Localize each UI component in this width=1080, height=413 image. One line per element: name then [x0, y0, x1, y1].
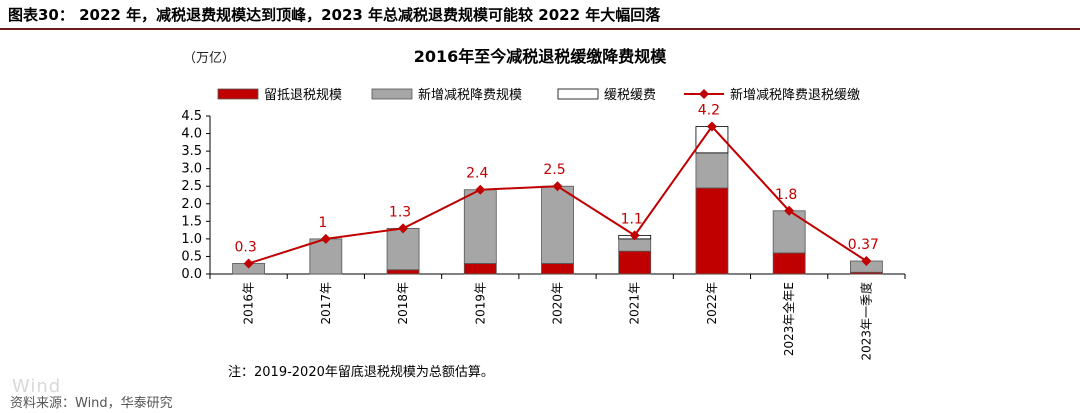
figure-title: 图表30： 2022 年，减税退费规模达到顶峰，2023 年总减税退费规模可能较… — [8, 6, 661, 24]
legend-item: 留抵退税规模 — [217, 88, 342, 103]
bar-segment — [463, 263, 497, 275]
legend-label: 缓税缓费 — [604, 88, 656, 103]
line-marker — [398, 223, 409, 234]
y-tick-label: 4.0 — [181, 127, 202, 142]
x-tick-label: 2017年 — [319, 282, 333, 325]
data-label: 4.2 — [698, 103, 720, 119]
x-tick-label: 2021年 — [628, 282, 642, 325]
data-label: 1.8 — [775, 187, 797, 203]
bars — [232, 126, 883, 275]
x-tick-label: 2019年 — [473, 282, 487, 325]
bar-segment — [386, 269, 420, 275]
y-tick-label: 4.5 — [181, 109, 202, 124]
legend: 留抵退税规模 新增减税降费规模 缓税缓费 新增减税降费退税缓缴 — [217, 87, 860, 103]
legend-label: 新增减税降费规模 — [418, 87, 522, 103]
line-marker — [861, 256, 872, 267]
bar-segment — [386, 227, 420, 271]
source-line: 资料来源：Wind，华泰研究 — [10, 396, 173, 411]
chart-note: 注：2019-2020年留底退税规模为总额估算。 — [228, 365, 494, 380]
y-tick-label: 1.5 — [181, 214, 202, 229]
x-tick-label: 2020年 — [551, 282, 565, 325]
y-tick-label: 0.0 — [181, 267, 202, 282]
legend-label: 新增减税降费退税缓缴 — [730, 87, 860, 103]
legend-marker — [699, 89, 709, 99]
watermark: Wind — [12, 376, 62, 397]
y-tick-label: 2.0 — [181, 197, 202, 212]
bar-segment — [772, 252, 806, 275]
bar-segment — [618, 238, 652, 252]
x-tick-label: 2023年一季度 — [858, 282, 873, 361]
bar-segment — [618, 250, 652, 275]
legend-item: 新增减税降费退税缓缴 — [684, 87, 860, 103]
line-marker — [243, 258, 254, 269]
bar-segment — [309, 238, 343, 275]
bar-segment — [695, 152, 729, 189]
y-tick-label: 3.5 — [181, 144, 202, 159]
y-tick-label: 2.5 — [181, 179, 202, 194]
line-marker — [320, 233, 331, 244]
legend-swatch — [371, 88, 413, 100]
x-tick-label: 2016年 — [242, 282, 256, 325]
y-tick-label: 1.0 — [181, 232, 202, 247]
bar-segment — [695, 187, 729, 275]
line-marker — [552, 181, 563, 192]
x-tick-label: 2023年全年E — [781, 282, 796, 356]
legend-swatch — [557, 88, 599, 100]
figure-header: 图表30： 2022 年，减税退费规模达到顶峰，2023 年总减税退费规模可能较… — [0, 0, 1080, 30]
y-tick-label: 3.0 — [181, 162, 202, 177]
data-label: 0.3 — [234, 239, 256, 255]
legend-item: 缓税缓费 — [557, 88, 656, 103]
data-label: 2.5 — [543, 162, 565, 178]
y-axis-unit: （万亿） — [183, 51, 236, 66]
chart-title: 2016年至今减税退税缓缴降费规模 — [413, 47, 667, 66]
legend-swatch — [217, 88, 259, 100]
data-label: 1.1 — [621, 211, 643, 227]
x-axis: 2016年 2017年 2018年 2019年 2020年 2021年 2022年 2023年… — [209, 273, 906, 361]
line-marker — [629, 230, 640, 241]
bar-segment — [541, 185, 574, 264]
data-label: 1 — [318, 215, 327, 231]
data-label: 1.3 — [389, 204, 411, 220]
data-label: 2.4 — [466, 166, 488, 182]
data-label: 0.37 — [848, 237, 879, 253]
line-marker — [475, 184, 486, 195]
legend-label: 留抵退税规模 — [264, 88, 342, 103]
bar-segment — [463, 189, 497, 264]
y-tick-label: 0.5 — [181, 249, 202, 264]
x-tick-label: 2022年 — [705, 282, 719, 325]
line-marker — [706, 121, 717, 132]
y-axis: 0.0 0.5 1.0 1.5 2.0 2.5 3.0 3.5 4.0 4.5 — [181, 109, 211, 282]
legend-item: 新增减税降费规模 — [371, 87, 522, 103]
data-labels: 0.3 1 1.3 2.4 2.5 1.1 4.2 1.8 0.37 — [234, 103, 878, 256]
x-tick-label: 2018年 — [396, 282, 410, 325]
total-line — [243, 121, 872, 269]
bar-segment — [541, 263, 574, 275]
line-marker — [784, 205, 795, 216]
